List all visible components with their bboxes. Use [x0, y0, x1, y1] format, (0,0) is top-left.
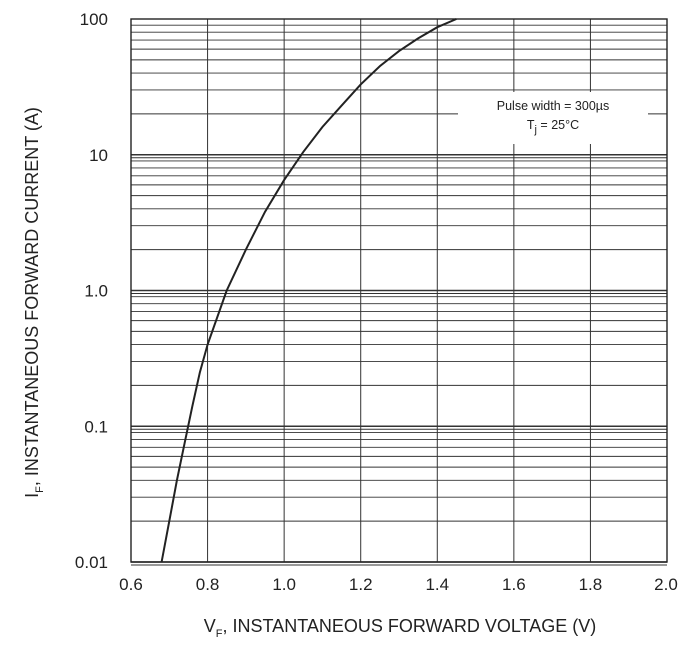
y-tick-label: 0.01	[75, 553, 108, 572]
annotation-pulse-width: Pulse width = 300µs	[497, 99, 609, 113]
x-tick-label: 1.2	[349, 575, 373, 594]
x-tick-label: 1.6	[502, 575, 526, 594]
x-tick-labels: 0.6 0.8 1.0 1.2 1.4 1.6 1.8 2.0	[119, 575, 678, 594]
x-tick-label: 0.6	[119, 575, 143, 594]
x-tick-label: 1.8	[579, 575, 603, 594]
y-tick-label: 10	[89, 146, 108, 165]
x-tick-label: 2.0	[654, 575, 678, 594]
x-tick-label: 0.8	[196, 575, 220, 594]
y-tick-label: 100	[80, 10, 108, 29]
annotation-box: Pulse width = 300µs Tj = 25°C	[458, 92, 648, 144]
x-tick-label: 1.4	[425, 575, 449, 594]
x-tick-label: 1.0	[272, 575, 296, 594]
y-tick-label: 0.1	[84, 417, 108, 436]
y-tick-labels: 0.01 0.1 1.0 10 100	[75, 10, 108, 572]
y-axis-label: IF, INSTANTANEOUS FORWARD CURRENT (A)	[22, 107, 46, 498]
x-axis-label: VF, INSTANTANEOUS FORWARD VOLTAGE (V)	[204, 616, 596, 640]
y-tick-label: 1.0	[84, 282, 108, 301]
